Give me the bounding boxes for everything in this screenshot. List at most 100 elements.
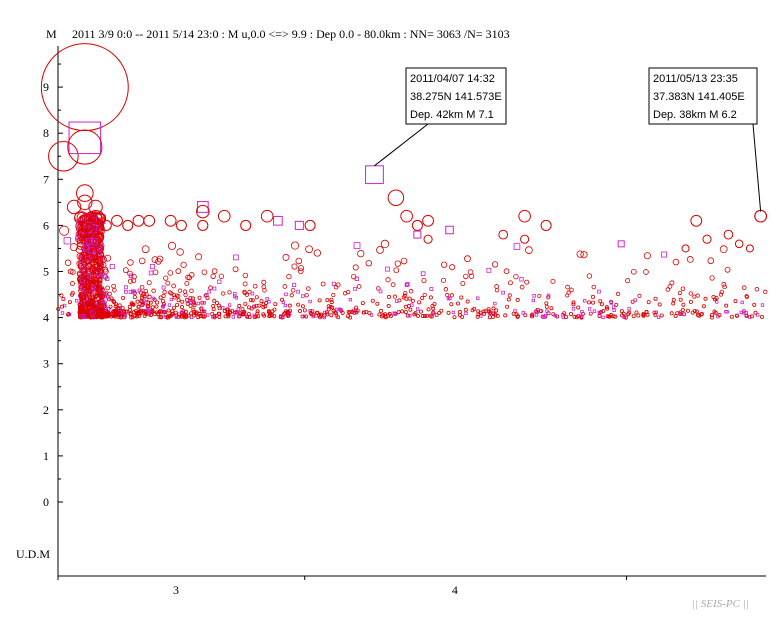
event-circle-marker (329, 313, 334, 318)
event-circle-marker (428, 295, 433, 300)
event-circle-marker (135, 299, 140, 304)
event-circle-marker (493, 312, 498, 317)
event-circle-marker (83, 212, 96, 225)
event-circle-marker (88, 301, 93, 306)
event-circle-marker (385, 277, 391, 283)
event-square-marker (601, 315, 605, 320)
event-circle-marker (122, 267, 129, 274)
event-circle-marker (701, 304, 706, 309)
event-square-marker (534, 313, 539, 317)
annotation-box (405, 67, 507, 125)
background-events (56, 210, 768, 320)
y-tick-label: 8 (43, 126, 49, 140)
event-square-marker (486, 267, 492, 273)
event-circle-marker (232, 266, 239, 273)
udm-label: U.D.M (16, 547, 50, 561)
event-circle-marker (261, 312, 266, 317)
event-square-marker (102, 273, 107, 279)
event-circle-marker (646, 300, 651, 305)
event-circle-marker (171, 292, 177, 298)
event-circle-marker (591, 300, 596, 305)
event-circle-marker (269, 313, 274, 318)
event-circle-marker (215, 301, 220, 306)
event-square-marker (161, 304, 166, 308)
event-circle-marker (659, 313, 664, 318)
event-circle-marker (64, 259, 72, 266)
event-circle-marker (671, 297, 676, 302)
event-circle-marker (360, 301, 365, 306)
event-circle-marker (685, 308, 690, 313)
annotation-text: 38.275N 141.573E (410, 91, 502, 103)
event-circle-marker (102, 274, 109, 280)
event-circle-marker (172, 295, 177, 300)
event-circle-marker (340, 310, 345, 315)
event-circle-marker (511, 311, 516, 316)
event-circle-marker (300, 304, 305, 309)
event-square-marker (131, 289, 135, 294)
event-circle-marker (325, 298, 330, 303)
annotation-text: 37.383N 141.405E (653, 91, 745, 103)
event-circle-marker (82, 309, 87, 314)
event-square-marker (91, 314, 95, 319)
event-circle-marker (525, 246, 533, 254)
event-circle-marker (150, 309, 155, 314)
event-circle-marker (749, 314, 754, 319)
event-circle-marker (139, 284, 145, 290)
y-tick-label: 1 (43, 449, 49, 463)
event-circle-marker (154, 304, 159, 309)
event-circle-marker (302, 308, 307, 313)
event-circle-marker (87, 278, 93, 284)
event-circle-marker (211, 268, 218, 275)
event-square-marker (60, 311, 65, 315)
event-square-marker (124, 289, 128, 294)
event-circle-marker (379, 308, 384, 313)
event-circle-marker (703, 296, 708, 301)
event-circle-marker (491, 306, 496, 311)
event-circle-marker (692, 294, 697, 299)
event-circle-marker (415, 313, 420, 318)
event-circle-marker (342, 291, 348, 296)
event-circle-marker (192, 309, 197, 314)
event-circle-marker (264, 300, 269, 305)
notable-circle-marker (387, 189, 405, 206)
event-circle-marker (537, 293, 542, 299)
event-circle-marker (225, 312, 230, 317)
annotation-text: 2011/05/13 23:35 (653, 73, 738, 85)
event-circle-marker (305, 245, 313, 254)
event-circle-marker (196, 315, 201, 320)
event-square-marker (580, 309, 584, 314)
event-circle-marker (645, 312, 650, 317)
event-circle-marker (169, 313, 174, 318)
event-circle-marker (467, 269, 474, 275)
event-square-marker (338, 307, 342, 311)
notable-circle-marker (40, 43, 129, 132)
event-circle-marker (752, 302, 757, 307)
event-circle-marker (250, 298, 255, 303)
annotation-box (648, 67, 758, 125)
event-circle-marker (580, 251, 588, 259)
event-square-marker (252, 313, 256, 318)
event-square-marker (90, 310, 94, 314)
event-circle-marker (272, 307, 277, 312)
event-square-marker (661, 251, 667, 258)
event-circle-marker (443, 287, 449, 292)
event-circle-marker (151, 256, 159, 263)
event-circle-marker (96, 241, 105, 250)
event-circle-marker (176, 312, 181, 317)
event-circle-marker (555, 314, 560, 319)
event-circle-marker (657, 302, 662, 307)
event-circle-marker (348, 315, 353, 320)
event-circle-marker (240, 307, 245, 312)
event-circle-marker (78, 292, 84, 297)
event-circle-marker (456, 301, 461, 306)
event-circle-marker (393, 267, 400, 274)
notable-circle-marker (518, 209, 531, 223)
event-circle-marker (304, 293, 309, 298)
event-circle-marker (259, 299, 264, 304)
event-circle-marker (282, 284, 288, 289)
notable-circle-marker (196, 204, 210, 219)
notable-square-marker (617, 240, 625, 248)
event-square-marker (530, 312, 535, 316)
event-circle-marker (261, 305, 266, 310)
annotations: 2011/04/07 14:32 38.275N 141.573E Dep. 42k… (374, 67, 762, 212)
